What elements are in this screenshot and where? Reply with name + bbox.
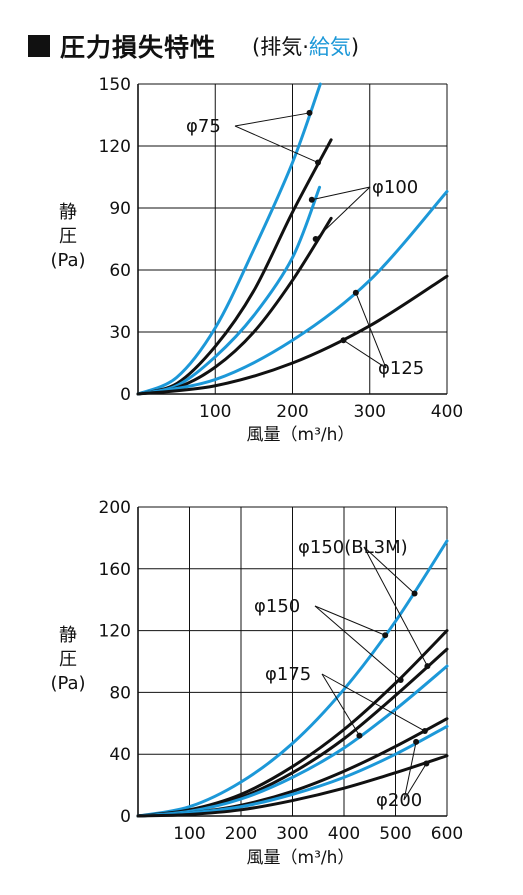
annotation-leader xyxy=(363,546,428,667)
series-line xyxy=(136,754,449,818)
annotation-label: φ175 xyxy=(265,664,311,685)
annotation-dot xyxy=(308,196,315,203)
y-tick-label: 80 xyxy=(109,683,131,703)
y-axis-label: 圧 xyxy=(59,649,77,670)
x-tick-label: 400 xyxy=(328,824,360,844)
annotation-dot xyxy=(411,590,418,597)
y-axis-label: (Pa) xyxy=(50,250,85,271)
annotation-dot xyxy=(424,663,431,670)
series-line xyxy=(136,185,322,396)
annotation-label: φ75 xyxy=(186,116,221,137)
series-line xyxy=(136,138,333,396)
annotation-dot xyxy=(397,677,404,684)
y-axis-label: 静 xyxy=(59,625,77,646)
y-tick-label: 150 xyxy=(99,75,131,95)
annotation-leader xyxy=(363,546,415,594)
x-tick-label: 600 xyxy=(431,824,463,844)
annotation-label: φ150(BL3M) xyxy=(298,537,408,558)
annotation-leader xyxy=(321,673,426,732)
subtitle-paren-open: ( xyxy=(252,35,261,59)
annotation-leader xyxy=(403,741,417,801)
pressure-chart-top: 0 30 60 90 120 150 100 200 300 400 静圧 (Pa) 風量（m³/h） φ… xyxy=(50,75,463,445)
annotation-label: φ125 xyxy=(378,358,424,379)
series-line xyxy=(136,629,449,818)
y-tick-label: 120 xyxy=(99,622,131,642)
y-axis-label: 圧 xyxy=(59,226,77,247)
annotation-dot xyxy=(314,159,321,166)
annotation-leader xyxy=(315,186,371,240)
annotation-label: φ100 xyxy=(372,177,418,198)
y-axis-label: (Pa) xyxy=(50,673,85,694)
annotation-dot xyxy=(312,236,319,242)
chart-title: 圧力損失特性 (排気·給気) xyxy=(28,26,359,66)
y-axis-label: 静 xyxy=(59,202,77,223)
annotation-label: φ150 xyxy=(254,596,300,617)
x-tick-label: 300 xyxy=(276,824,308,844)
annotation-leader xyxy=(343,339,387,369)
x-tick-label: 100 xyxy=(173,824,205,844)
annotation-leader xyxy=(314,605,401,681)
subtitle-supply: 給気 xyxy=(308,35,351,59)
y-tick-label: 0 xyxy=(120,807,131,827)
series-line xyxy=(136,664,449,818)
y-tick-label: 30 xyxy=(109,323,131,343)
annotation-dot xyxy=(340,337,347,344)
x-tick-label: 300 xyxy=(354,402,386,422)
y-tick-label: 160 xyxy=(99,560,131,580)
y-tick-label: 90 xyxy=(109,199,131,219)
y-tick-label: 0 xyxy=(120,385,131,405)
annotation-leader xyxy=(314,605,386,636)
annotation-leader xyxy=(234,125,319,163)
annotation-dot xyxy=(352,289,359,296)
annotation-leader xyxy=(234,112,310,127)
x-tick-label: 200 xyxy=(225,824,257,844)
series-line xyxy=(136,724,449,818)
y-tick-label: 60 xyxy=(109,261,131,281)
x-tick-label: 500 xyxy=(379,824,411,844)
annotation-dot xyxy=(382,632,389,639)
series-line xyxy=(136,539,449,818)
y-tick-label: 120 xyxy=(99,137,131,157)
series-line xyxy=(136,82,322,396)
x-axis-label: 風量（m³/h） xyxy=(247,425,355,445)
annotation-leader xyxy=(321,673,360,736)
subtitle-exhaust: 排気· xyxy=(260,35,309,59)
annotation-leader xyxy=(403,763,427,801)
annotation-leader xyxy=(355,292,387,369)
annotation-leader xyxy=(311,186,371,201)
annotation-dot xyxy=(423,760,430,767)
series-line xyxy=(136,274,449,396)
x-tick-label: 200 xyxy=(276,402,308,422)
x-axis-label: 風量（m³/h） xyxy=(247,848,355,868)
x-tick-label: 400 xyxy=(431,402,463,422)
y-tick-label: 200 xyxy=(99,498,131,518)
x-tick-label: 100 xyxy=(199,402,231,422)
title-text: 圧力損失特性 xyxy=(60,33,217,62)
annotation-dot xyxy=(306,109,313,116)
subtitle: (排気·給気) xyxy=(252,31,359,61)
y-tick-label: 40 xyxy=(109,745,131,765)
annotation-dot xyxy=(356,732,363,739)
subtitle-paren-close: ) xyxy=(350,35,360,59)
annotation-label: φ200 xyxy=(376,790,422,811)
series-line xyxy=(136,189,449,396)
annotation-dot xyxy=(421,728,428,735)
annotation-dot xyxy=(413,738,420,745)
black-square-icon xyxy=(28,35,50,57)
